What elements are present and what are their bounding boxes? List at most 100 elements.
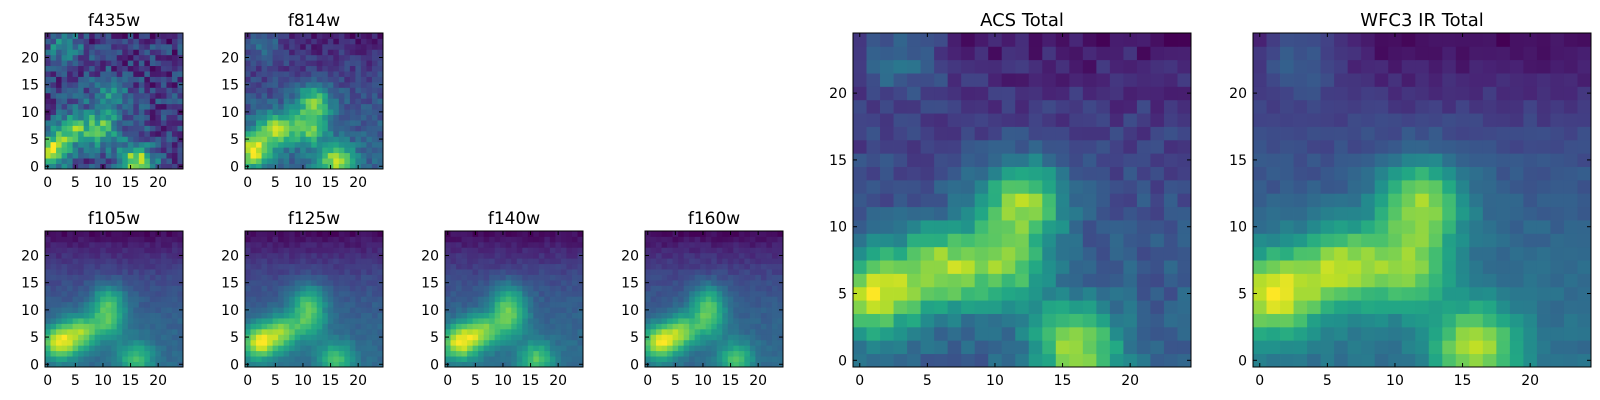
heatmap-cell (1028, 193, 1043, 208)
heatmap-cell (505, 307, 512, 313)
heatmap-cell (656, 290, 662, 297)
heatmap-cell (300, 38, 307, 45)
heatmap-cell (505, 339, 512, 346)
heatmap-cell (1482, 179, 1497, 194)
heatmap-cell (116, 81, 123, 88)
heatmap-cell (250, 33, 257, 39)
heatmap-cell (511, 323, 518, 330)
heatmap-cell (678, 285, 685, 292)
heatmap-cell (511, 290, 518, 297)
heatmap-cell (338, 136, 345, 143)
heatmap-cell (1163, 193, 1178, 208)
heatmap-cell (880, 73, 894, 87)
heatmap-cell (245, 296, 251, 303)
heatmap-cell (289, 345, 296, 352)
heatmap-cell (349, 285, 356, 292)
heatmap-cell (61, 76, 68, 83)
heatmap-cell (50, 241, 57, 248)
heatmap-cell (494, 301, 501, 308)
heatmap-cell (94, 125, 101, 132)
heatmap-cell (1361, 220, 1376, 234)
heatmap-cell (1150, 139, 1165, 154)
heatmap-cell (149, 109, 156, 115)
heatmap-cell (727, 241, 734, 248)
heatmap-cell (650, 231, 657, 237)
heatmap-cell (294, 301, 301, 308)
heatmap-cell (289, 60, 296, 67)
heatmap-cell (256, 163, 262, 170)
heatmap-cell (316, 87, 323, 94)
heatmap-cell (250, 92, 257, 99)
heatmap-cell (300, 263, 307, 270)
heatmap-cell (516, 312, 523, 319)
heatmap-cell (689, 350, 696, 357)
heatmap-cell (1550, 353, 1565, 368)
heatmap-cell (1150, 206, 1165, 221)
heatmap-cell (1042, 353, 1057, 368)
heatmap-cell (1482, 220, 1497, 234)
heatmap-cell (111, 323, 118, 330)
heatmap-cell (171, 98, 178, 105)
heatmap-cell (155, 130, 162, 137)
heatmap-cell (256, 350, 262, 357)
y-tick-label: 10 (221, 303, 239, 319)
heatmap-cell (461, 361, 468, 368)
heatmap-cell (645, 345, 651, 352)
heatmap-cell (1428, 246, 1443, 261)
heatmap-cell (283, 158, 290, 164)
heatmap-cell (166, 49, 173, 56)
x-tick-label: 0 (43, 373, 52, 389)
heatmap-cell (711, 247, 718, 254)
heatmap-cell (1163, 300, 1178, 314)
heatmap-cell (56, 141, 62, 148)
heatmap-cell (300, 301, 307, 308)
heatmap-cell (327, 49, 334, 56)
heatmap-cell (116, 231, 123, 237)
heatmap-cell (1577, 313, 1592, 328)
heatmap-cell (678, 361, 685, 368)
heatmap-cell (749, 274, 756, 281)
heatmap-cell (45, 71, 51, 77)
heatmap-cell (56, 71, 62, 77)
heatmap-cell (880, 246, 894, 261)
heatmap-cell (1177, 326, 1192, 341)
heatmap-cell (907, 46, 921, 61)
heatmap-cell (94, 120, 101, 126)
heatmap-cell (907, 126, 921, 141)
heatmap-cell (893, 139, 908, 154)
heatmap-cell (511, 231, 518, 237)
heatmap-cell (766, 345, 773, 352)
heatmap-cell (1482, 273, 1497, 288)
heatmap-cell (738, 236, 745, 243)
heatmap-cell (138, 114, 145, 121)
heatmap-cell (111, 350, 118, 357)
heatmap-cell (577, 236, 584, 243)
heatmap-cell (160, 60, 167, 67)
heatmap-cell (694, 307, 701, 313)
heatmap-cell (133, 120, 140, 126)
heatmap-cell (749, 339, 756, 346)
heatmap-cell (149, 120, 156, 126)
heatmap-cell (667, 274, 673, 281)
heatmap-cell (100, 296, 107, 303)
heatmap-cell (94, 258, 101, 265)
heatmap-cell (777, 258, 784, 265)
heatmap-cell (1109, 86, 1124, 101)
heatmap-cell (974, 139, 989, 154)
heatmap-cell (171, 87, 178, 94)
heatmap-cell (300, 290, 307, 297)
heatmap-cell (705, 350, 712, 357)
y-tick-label: 15 (21, 276, 39, 292)
x-tick-label: 20 (549, 373, 567, 389)
heatmap-cell (166, 158, 173, 164)
heatmap-cell (61, 147, 68, 154)
heatmap-cell (974, 46, 989, 61)
heatmap-cell (683, 312, 690, 319)
heatmap-cell (1523, 246, 1538, 261)
heatmap-cell (133, 147, 140, 154)
heatmap-cell (377, 87, 384, 94)
heatmap-cell (1082, 99, 1097, 114)
heatmap-cell (283, 120, 290, 126)
heatmap-cell (127, 274, 134, 281)
heatmap-cell (727, 290, 734, 297)
